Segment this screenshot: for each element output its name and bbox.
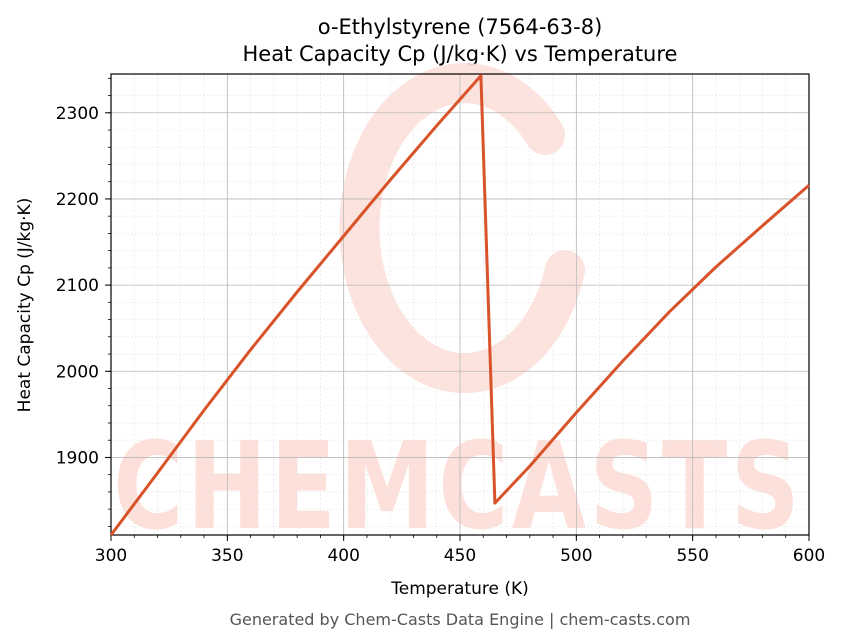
axis-ticks: 300 350 400 450 500 550 600 1900 2000 2100 2200 230… <box>56 77 825 566</box>
x-tick-label: 450 <box>444 546 476 566</box>
y-tick-label: 2300 <box>56 104 99 124</box>
x-tick-label: 350 <box>211 546 243 566</box>
x-tick-label: 300 <box>95 546 127 566</box>
watermark-text: CHEMCASTS <box>113 418 803 557</box>
watermark: CHEMCASTS <box>113 63 803 557</box>
y-axis-label: Heat Capacity Cp (J/kg·K) <box>15 198 35 413</box>
y-tick-label: 2100 <box>56 276 99 296</box>
y-tick-label: 2200 <box>56 190 99 210</box>
x-tick-label: 550 <box>676 546 708 566</box>
series-line <box>109 74 810 536</box>
x-axis-label: Temperature (K) <box>390 579 529 599</box>
y-tick-label: 1900 <box>56 448 99 468</box>
chart-title: o-Ethylstyrene (7564-63-8) <box>318 15 603 39</box>
series-layer <box>109 74 810 536</box>
y-tick-label: 2000 <box>56 362 99 382</box>
footer-credit: Generated by Chem-Casts Data Engine | ch… <box>230 610 691 629</box>
watermark-logo-icon <box>339 63 585 394</box>
x-tick-label: 600 <box>793 546 825 566</box>
x-tick-label: 500 <box>560 546 592 566</box>
x-tick-label: 400 <box>327 546 359 566</box>
chart-subtitle: Heat Capacity Cp (J/kg·K) vs Temperature <box>243 42 678 66</box>
